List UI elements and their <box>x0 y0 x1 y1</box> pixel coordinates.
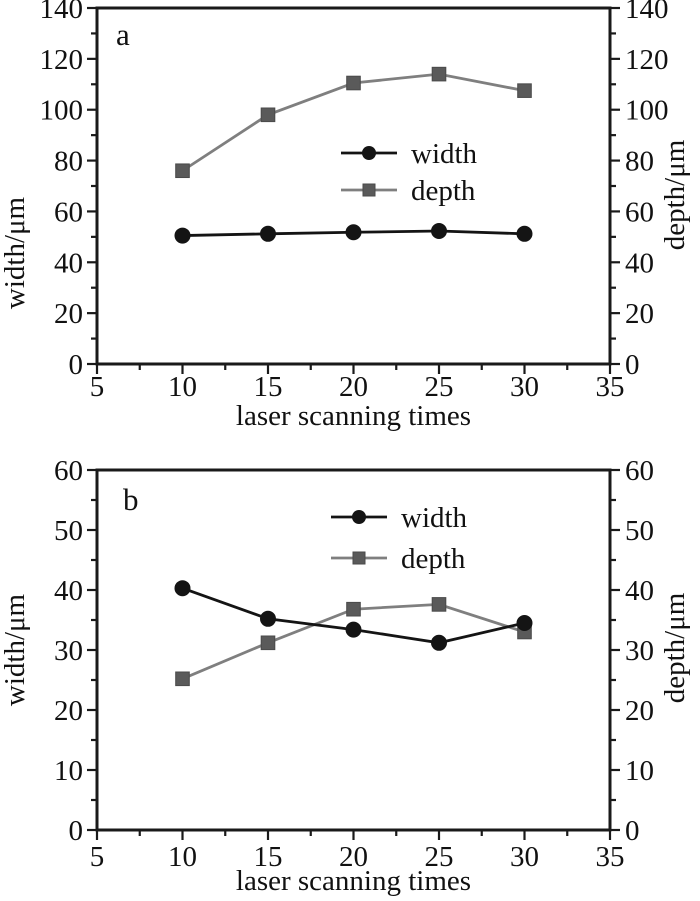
y-axis-left-tick-label: 140 <box>40 0 84 25</box>
y-axis-right-tick-label: 60 <box>625 455 654 487</box>
marker-width-point <box>174 580 191 597</box>
panel-letter: b <box>123 482 139 517</box>
x-axis-tick-label: 35 <box>596 371 625 403</box>
x-axis-tick-label: 30 <box>510 371 539 403</box>
y-axis-right-tick-label: 30 <box>625 635 654 667</box>
plot-background <box>0 450 700 901</box>
marker-width-point <box>516 225 533 242</box>
x-axis-tick-label: 35 <box>596 841 625 873</box>
y-axis-left-tick-label: 40 <box>54 247 83 279</box>
y-axis-right-tick-label: 0 <box>625 349 640 381</box>
y-axis-left-title: width/μm <box>0 593 31 706</box>
y-axis-left-tick-label: 40 <box>54 575 83 607</box>
y-axis-left-title: width/μm <box>0 196 31 309</box>
legend-label-width: width <box>411 138 478 170</box>
marker-width-point <box>260 610 276 627</box>
x-axis-tick-label: 15 <box>254 841 283 873</box>
marker-width-point <box>516 615 533 631</box>
x-axis-tick-label: 30 <box>510 841 539 873</box>
x-axis-tick-label: 20 <box>339 371 368 403</box>
x-axis-tick-label: 15 <box>254 371 283 403</box>
y-axis-left-tick-label: 0 <box>69 815 84 847</box>
marker-width-point <box>345 224 362 241</box>
legend-marker-width-icon <box>352 510 366 524</box>
marker-depth-point <box>346 601 361 617</box>
marker-width-point <box>345 621 362 638</box>
marker-depth-point <box>175 671 190 687</box>
y-axis-left-tick-label: 120 <box>40 44 84 76</box>
legend-label-depth: depth <box>411 175 476 207</box>
marker-depth-point <box>175 163 190 179</box>
y-axis-right-tick-label: 40 <box>625 247 654 279</box>
y-axis-left-tick-label: 20 <box>54 298 83 330</box>
plot-background <box>0 0 700 450</box>
legend-marker-depth-icon <box>352 551 366 565</box>
y-axis-left-tick-label: 80 <box>54 146 83 178</box>
y-axis-left-tick-label: 0 <box>69 349 84 381</box>
x-axis-title: laser scanning times <box>236 865 471 897</box>
y-axis-right-tick-label: 20 <box>625 695 654 727</box>
y-axis-right-tick-label: 50 <box>625 515 654 547</box>
marker-depth-point <box>517 83 532 98</box>
y-axis-left-tick-label: 30 <box>54 635 83 667</box>
y-axis-left-tick-label: 60 <box>54 455 83 487</box>
legend-marker-width-icon <box>362 146 376 160</box>
legend-marker-depth-icon <box>362 183 376 197</box>
x-axis-tick-label: 5 <box>90 841 105 873</box>
x-axis-tick-label: 10 <box>168 371 197 403</box>
y-axis-right-tick-label: 60 <box>625 196 654 228</box>
y-axis-right-tick-label: 20 <box>625 298 654 330</box>
y-axis-right-tick-label: 40 <box>625 575 654 607</box>
y-axis-left-tick-label: 10 <box>54 755 83 787</box>
y-axis-right-tick-label: 80 <box>625 146 654 178</box>
x-axis-tick-label: 25 <box>425 841 454 873</box>
y-axis-left-tick-label: 50 <box>54 515 83 547</box>
marker-depth-point <box>346 75 361 91</box>
y-axis-right-title: depth/μm <box>659 592 691 703</box>
marker-width-point <box>174 227 191 244</box>
marker-depth-point <box>431 597 447 612</box>
y-axis-left-tick-label: 100 <box>40 95 84 127</box>
y-axis-right-tick-label: 140 <box>625 0 669 25</box>
legend-label-width: width <box>401 502 468 534</box>
x-axis-tick-label: 5 <box>90 371 105 403</box>
marker-width-point <box>431 634 447 651</box>
legend-label-depth: depth <box>401 543 466 575</box>
marker-width-point <box>431 223 447 240</box>
panel-letter: a <box>116 17 130 52</box>
marker-depth-point <box>260 635 276 651</box>
x-axis-title: laser scanning times <box>236 400 471 432</box>
x-axis-tick-label: 10 <box>168 841 197 873</box>
y-axis-right-tick-label: 100 <box>625 95 669 127</box>
y-axis-left-tick-label: 60 <box>54 196 83 228</box>
x-axis-tick-label: 20 <box>339 841 368 873</box>
y-axis-right-tick-label: 0 <box>625 815 640 847</box>
y-axis-right-title: depth/μm <box>659 139 691 250</box>
y-axis-right-tick-label: 120 <box>625 44 669 76</box>
y-axis-right-tick-label: 10 <box>625 755 654 787</box>
marker-width-point <box>260 225 276 242</box>
marker-depth-point <box>260 107 276 123</box>
x-axis-tick-label: 25 <box>425 371 454 403</box>
marker-depth-point <box>431 66 447 82</box>
y-axis-left-tick-label: 20 <box>54 695 83 727</box>
